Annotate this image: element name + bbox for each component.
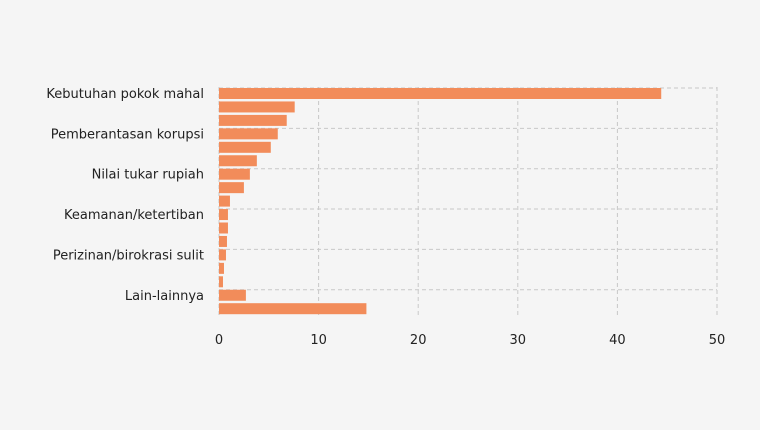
bar-1 [219, 101, 295, 113]
bar-14 [219, 276, 223, 288]
bar-16 [219, 303, 367, 315]
bar-3 [219, 128, 278, 140]
x-tick-label-0: 0 [215, 333, 223, 348]
x-tick-label-2: 20 [410, 333, 427, 348]
category-labels: Kebutuhan pokok mahal Pemberantasan korup… [46, 87, 204, 304]
bar-12 [219, 249, 226, 261]
bar-10 [219, 222, 228, 234]
category-label-3: Pemberantasan korupsi [51, 127, 204, 142]
category-label-12: Perizinan/birokrasi sulit [53, 248, 204, 263]
bar-11 [219, 235, 227, 247]
bar-6 [219, 168, 250, 180]
bar-4 [219, 141, 271, 153]
bars [219, 88, 662, 315]
grid [218, 87, 718, 317]
bar-9 [219, 209, 228, 221]
category-label-15: Lain-lainnya [125, 289, 204, 304]
category-label-0: Kebutuhan pokok mahal [46, 87, 204, 102]
bar-13 [219, 262, 224, 274]
x-tick-label-4: 40 [609, 333, 626, 348]
bar-0 [219, 88, 662, 99]
bar-2 [219, 114, 287, 126]
bar-15 [219, 289, 246, 301]
category-label-6: Nilai tukar rupiah [92, 168, 204, 183]
x-tick-label-1: 10 [310, 333, 327, 348]
bar-5 [219, 155, 257, 167]
bar-8 [219, 195, 230, 207]
bar-7 [219, 182, 244, 194]
category-label-9: Keamanan/ketertiban [64, 208, 204, 223]
x-axis-ticks: 0 10 20 30 40 50 [215, 333, 725, 348]
x-tick-label-5: 50 [709, 333, 726, 348]
x-tick-label-3: 30 [510, 333, 527, 348]
